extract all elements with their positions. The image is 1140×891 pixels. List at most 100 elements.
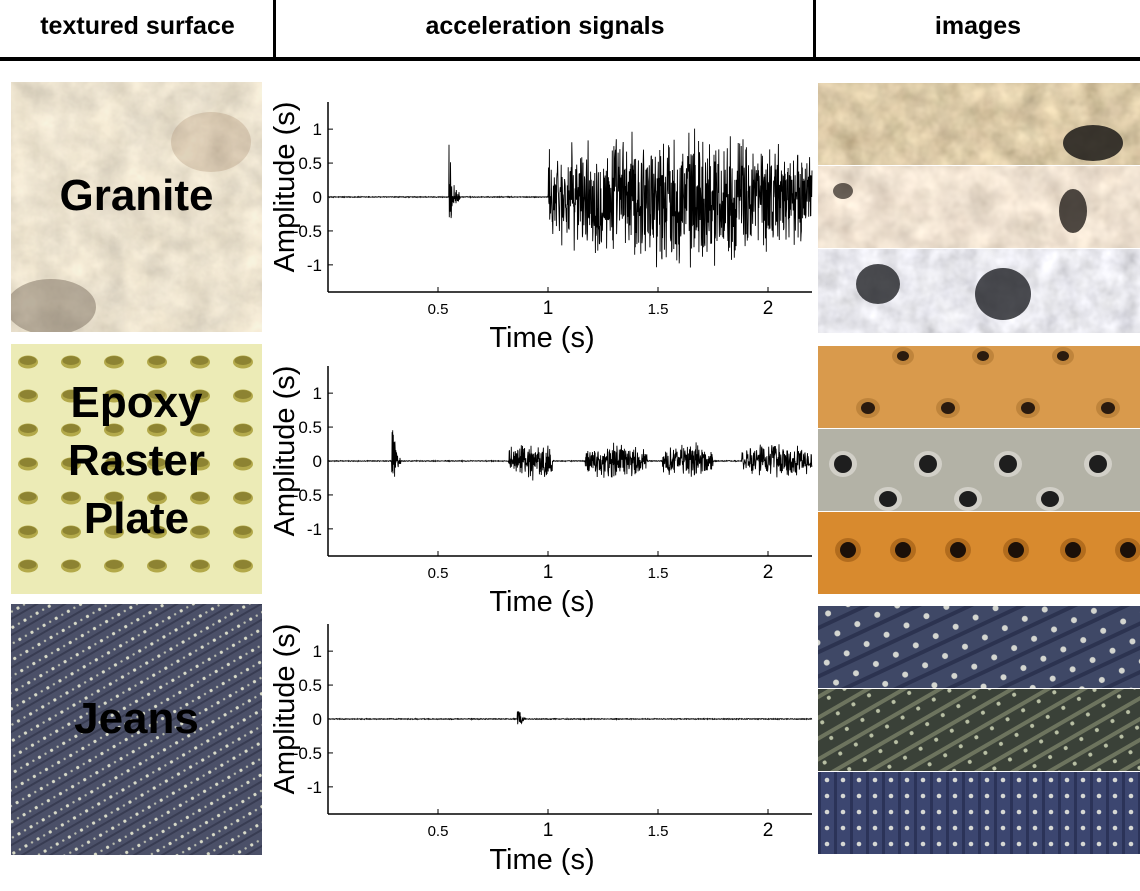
hole-shadow xyxy=(234,390,252,399)
hole-shadow xyxy=(191,492,209,501)
hole-shadow xyxy=(191,356,209,365)
denim-texture-image xyxy=(11,604,262,855)
hole-shadow xyxy=(191,458,209,467)
hole xyxy=(1057,351,1069,361)
hole-shadow xyxy=(19,492,37,501)
y-axis-label: Amplitude (s) xyxy=(269,102,301,273)
image-strip xyxy=(818,249,1140,333)
hole-shadow xyxy=(62,356,80,365)
epoxy-image-3 xyxy=(818,512,1140,594)
image-strip xyxy=(818,606,1140,688)
y-tick-label: 0.5 xyxy=(298,676,322,695)
y-tick-label: -1 xyxy=(307,778,322,797)
label-line: Jeans xyxy=(74,694,199,743)
x-tick-label: 1.5 xyxy=(648,823,669,840)
hole xyxy=(999,455,1017,473)
y-tick-label: -1 xyxy=(307,256,322,275)
header-divider-2 xyxy=(813,0,816,59)
hole-shadow xyxy=(191,424,209,433)
label-granite: Granite xyxy=(11,167,262,225)
y-tick-label: 0 xyxy=(313,188,322,207)
hole xyxy=(1041,491,1059,507)
hole xyxy=(1021,402,1035,414)
header-rule xyxy=(0,57,1140,61)
hole-shadow xyxy=(148,424,166,433)
hole-shadow xyxy=(234,356,252,365)
granite-image-3 xyxy=(818,249,1140,333)
x-axis-label: Time (s) xyxy=(489,844,594,876)
header-images: images xyxy=(934,12,1022,40)
hole-shadow xyxy=(105,492,123,501)
hole-shadow xyxy=(148,560,166,569)
hole xyxy=(895,542,911,558)
images-granite xyxy=(818,83,1140,333)
y-tick-label: 1 xyxy=(313,384,322,403)
x-tick-label: 1 xyxy=(543,562,554,583)
signal-plot-jeans: 1 0.5 0 -0.5 -1 0.5 1 1.5 2 Time (s) Amplitude (s) xyxy=(262,606,818,876)
signal-trace xyxy=(327,128,813,268)
hole xyxy=(1089,455,1107,473)
label-jeans: Jeans xyxy=(11,690,262,748)
image-strip xyxy=(818,83,1140,165)
hole-shadow xyxy=(234,560,252,569)
hole-shadow xyxy=(62,390,80,399)
texture-epoxy-raster-plate: Epoxy Raster Plate xyxy=(11,344,262,594)
label-epoxy-raster-plate: Epoxy Raster Plate xyxy=(11,374,262,548)
hole xyxy=(897,351,909,361)
hole xyxy=(977,351,989,361)
texture-granite: Granite xyxy=(11,82,262,332)
image-strip xyxy=(818,772,1140,854)
hole-shadow xyxy=(191,526,209,535)
x-tick-label: 0.5 xyxy=(428,823,449,840)
images-epoxy-raster-plate xyxy=(818,346,1140,594)
header-divider-1 xyxy=(273,0,276,59)
perforated-plate-texture-image xyxy=(11,344,262,594)
hole-shadow xyxy=(62,458,80,467)
hole-shadow xyxy=(19,390,37,399)
hole-shadow xyxy=(105,390,123,399)
image-strip xyxy=(818,166,1140,248)
x-tick-label: 2 xyxy=(763,298,774,319)
x-tick-label: 2 xyxy=(763,562,774,583)
hole-shadow xyxy=(191,560,209,569)
x-tick-label: 1 xyxy=(543,298,554,319)
hole xyxy=(959,491,977,507)
y-tick-label: -0.5 xyxy=(293,222,322,241)
hole-shadow xyxy=(105,356,123,365)
x-tick-label: 0.5 xyxy=(428,301,449,318)
hole-shadow xyxy=(148,458,166,467)
hole-shadow xyxy=(19,356,37,365)
header-acceleration-signals: acceleration signals xyxy=(425,12,665,40)
granite-image-1 xyxy=(818,83,1140,165)
hole xyxy=(941,402,955,414)
hole-shadow xyxy=(19,424,37,433)
signal-plot-granite: 1 0.5 0 -0.5 -1 0.5 1 1.5 2 Time (s) Amplitude (s) xyxy=(262,84,818,354)
hole xyxy=(861,402,875,414)
hole-shadow xyxy=(62,526,80,535)
denim-image-1 xyxy=(818,606,1140,688)
y-tick-label: 0.5 xyxy=(298,154,322,173)
chart-jeans: 1 0.5 0 -0.5 -1 0.5 1 1.5 2 Time (s) Amplitude (s) xyxy=(269,624,813,876)
chart-granite: 1 0.5 0 -0.5 -1 0.5 1 1.5 2 Time (s) Amplitude (s) xyxy=(269,102,813,354)
hole xyxy=(1101,402,1115,414)
header-textured-surface: textured surface xyxy=(40,12,235,40)
y-tick-label: -1 xyxy=(307,520,322,539)
hole-shadow xyxy=(105,526,123,535)
hole-shadow xyxy=(62,424,80,433)
hole-shadow xyxy=(234,526,252,535)
x-tick-label: 1.5 xyxy=(648,565,669,582)
hole xyxy=(950,542,966,558)
signal-trace xyxy=(327,430,813,481)
hole-shadow xyxy=(234,492,252,501)
x-tick-label: 1 xyxy=(543,820,554,841)
x-axis-label: Time (s) xyxy=(489,586,594,618)
x-tick-label: 2 xyxy=(763,820,774,841)
images-jeans xyxy=(818,606,1140,854)
hole xyxy=(840,542,856,558)
label-line: Granite xyxy=(59,171,214,220)
epoxy-image-2 xyxy=(818,429,1140,511)
image-strip xyxy=(818,689,1140,771)
epoxy-image-1 xyxy=(818,346,1140,428)
hole-shadow xyxy=(234,458,252,467)
x-axis-label: Time (s) xyxy=(489,322,594,354)
